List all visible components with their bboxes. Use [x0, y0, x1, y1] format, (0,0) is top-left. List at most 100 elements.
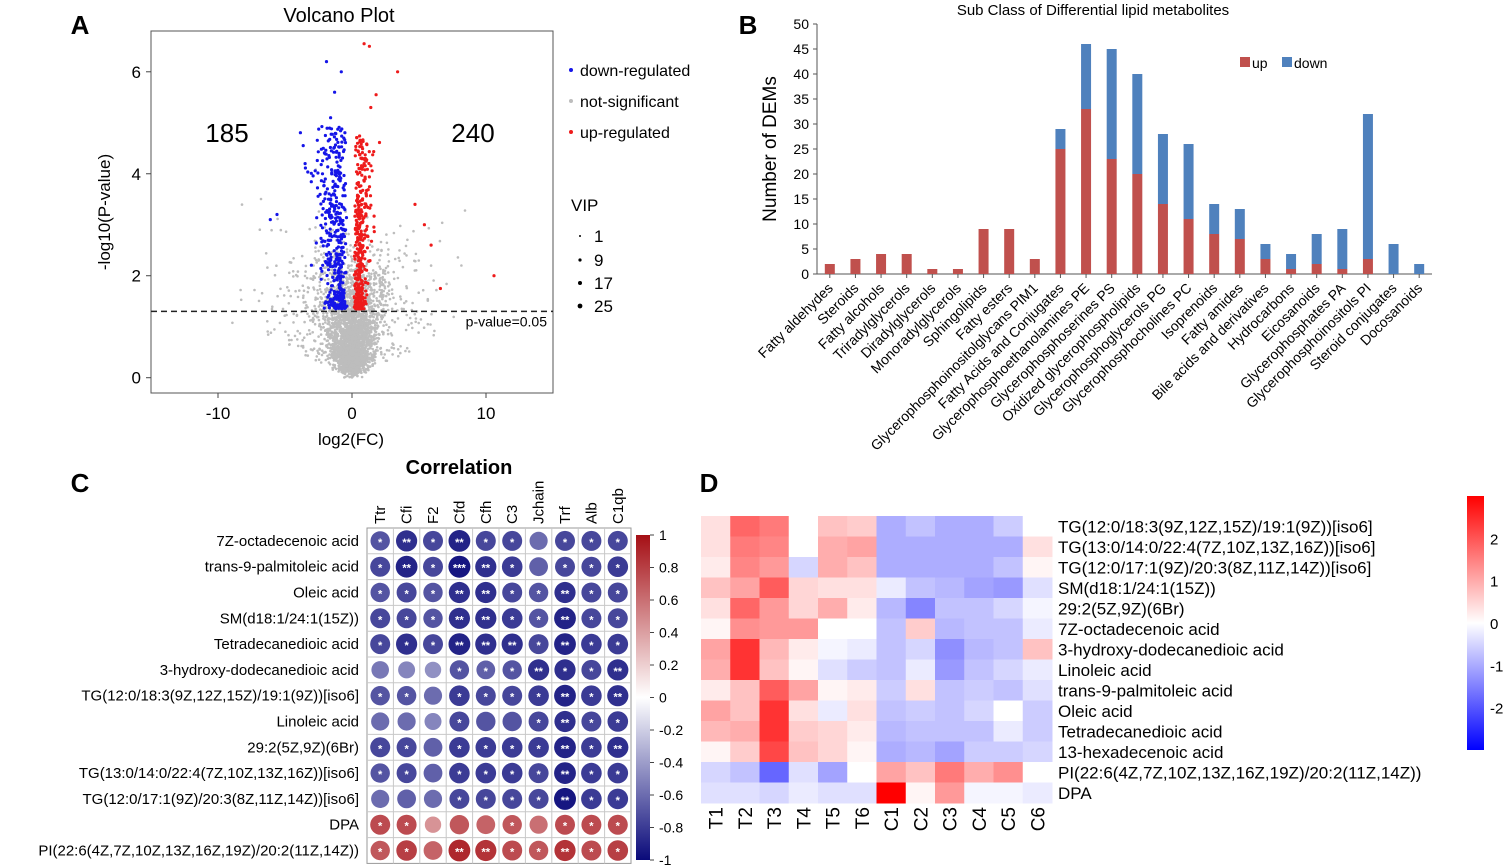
- volcano-point: [327, 155, 331, 159]
- volcano-point: [316, 289, 319, 292]
- corr-cell: [449, 660, 470, 680]
- volcano-point: [380, 352, 383, 356]
- corr-cell: [448, 581, 470, 604]
- volcano-point: [314, 258, 318, 262]
- volcano-point: [326, 165, 330, 169]
- volcano-point: [301, 284, 305, 288]
- volcano-point: [380, 281, 384, 284]
- bar-up: [824, 264, 835, 274]
- volcano-point: [358, 306, 363, 310]
- volcano-point: [359, 322, 363, 326]
- volcano-point: [306, 170, 310, 174]
- corr-cell: [396, 608, 417, 629]
- bar-up: [1081, 109, 1092, 274]
- heat-column-label: C1: [882, 807, 903, 831]
- volcano-point: [359, 246, 364, 250]
- volcano-point: [386, 292, 389, 295]
- volcano-point: [362, 42, 366, 46]
- volcano-point: [358, 243, 363, 247]
- volcano-point: [386, 332, 390, 336]
- volcano-point: [357, 319, 361, 322]
- volcano-point: [344, 325, 347, 329]
- heat-cell: [759, 680, 790, 701]
- heat-cell: [993, 741, 1024, 763]
- bar-legend-up-swatch: [1240, 57, 1250, 67]
- bar-up: [1362, 259, 1373, 274]
- corr-cell: [581, 685, 602, 706]
- corr-cell: [502, 582, 523, 603]
- heat-cell: [701, 557, 731, 578]
- corr-significance: *: [589, 692, 594, 704]
- heat-column-label: C4: [970, 807, 991, 832]
- volcano-point: [368, 250, 372, 253]
- bar-down: [1388, 244, 1399, 274]
- volcano-point: [368, 360, 371, 364]
- heat-cell: [964, 700, 994, 722]
- volcano-point: [323, 133, 327, 138]
- corr-cell: [449, 762, 470, 784]
- volcano-point: [390, 292, 394, 296]
- corr-cell: [581, 840, 602, 861]
- heat-cell: [1022, 741, 1053, 763]
- corr-significance: *: [510, 743, 515, 755]
- volcano-point: [328, 234, 332, 238]
- volcano-point: [328, 207, 332, 211]
- volcano-point: [360, 364, 363, 367]
- volcano-point: [317, 318, 321, 322]
- volcano-point: [354, 227, 358, 231]
- bar-up: [1234, 239, 1245, 274]
- volcano-point: [360, 375, 364, 379]
- volcano-xlabel: log2(FC): [318, 430, 384, 449]
- volcano-point: [410, 321, 413, 325]
- volcano-point: [326, 268, 331, 272]
- volcano-point: [417, 331, 420, 334]
- volcano-point: [346, 348, 350, 351]
- volcano-point: [356, 203, 360, 207]
- corr-significance: *: [589, 769, 594, 781]
- volcano-point: [328, 137, 332, 141]
- volcano-point: [328, 227, 332, 231]
- volcano-point: [363, 175, 367, 179]
- volcano-point: [334, 219, 338, 223]
- volcano-point: [364, 355, 367, 358]
- heat-cell: [701, 680, 731, 701]
- volcano-point: [319, 277, 323, 281]
- volcano-point: [359, 257, 363, 261]
- volcano-point: [298, 332, 302, 335]
- volcano-point: [320, 172, 325, 176]
- volcano-point: [371, 359, 374, 363]
- volcano-point: [343, 319, 346, 323]
- heat-cell: [935, 680, 965, 701]
- volcano-point: [399, 297, 403, 301]
- volcano-point: [357, 293, 361, 298]
- volcano-point: [361, 138, 365, 142]
- heat-cell: [964, 782, 994, 804]
- volcano-point: [337, 334, 340, 338]
- volcano-point: [393, 257, 397, 261]
- volcano-point: [325, 253, 329, 257]
- volcano-point: [404, 300, 408, 303]
- heat-cell: [993, 782, 1024, 804]
- heat-cell: [788, 741, 819, 763]
- heat-cell: [818, 516, 848, 537]
- volcano-point: [405, 346, 409, 350]
- volcano-point: [321, 322, 325, 326]
- volcano-point: [419, 318, 423, 321]
- heat-cell: [993, 516, 1024, 537]
- volcano-point: [429, 243, 433, 247]
- corr-row-label: TG(12:0/17:1(9Z)/20:3(8Z,11Z,14Z))[iso6]: [83, 791, 360, 808]
- volcano-point: [363, 369, 366, 373]
- volcano-point: [344, 375, 347, 379]
- heat-cell: [905, 782, 936, 804]
- heat-cell: [701, 618, 731, 640]
- volcano-point: [312, 312, 315, 315]
- volcano-point: [319, 328, 323, 331]
- volcano-point: [321, 159, 325, 163]
- volcano-point: [414, 252, 418, 256]
- corr-cell: [475, 685, 496, 706]
- volcano-point: [362, 366, 366, 369]
- heat-cell: [818, 700, 848, 722]
- volcano-point: [363, 338, 366, 342]
- volcano-point: [356, 268, 360, 272]
- corr-cell: [607, 788, 629, 810]
